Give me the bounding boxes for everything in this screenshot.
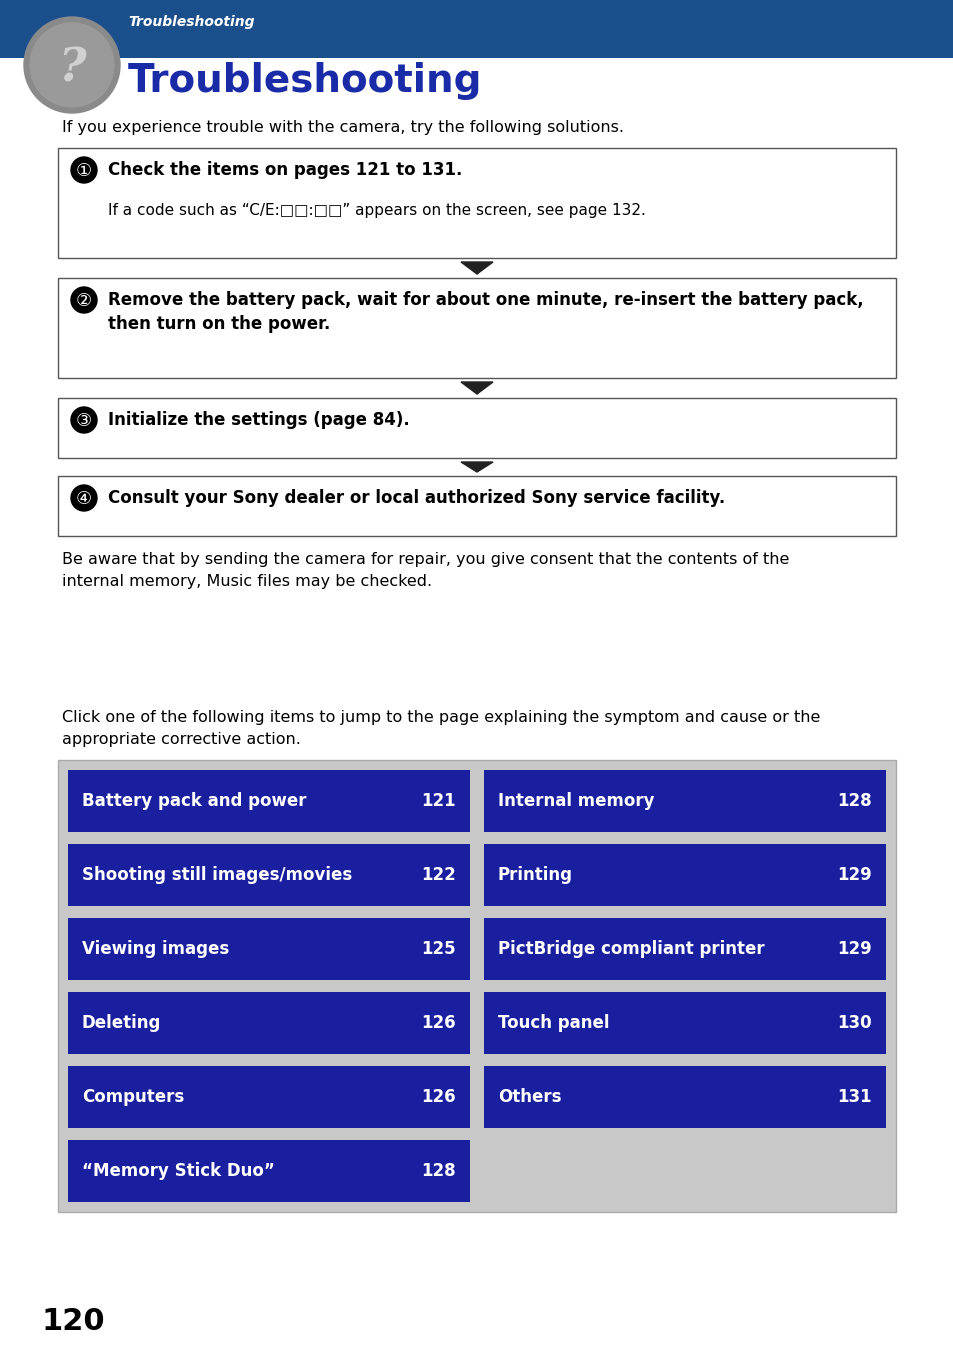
Text: 121: 121	[421, 792, 456, 810]
Polygon shape	[460, 383, 493, 394]
Text: Battery pack and power: Battery pack and power	[82, 792, 306, 810]
Text: 126: 126	[421, 1014, 456, 1033]
Bar	[68, 1140, 470, 1202]
Bar	[100, 58, 953, 100]
Text: Initialize the settings (page 84).: Initialize the settings (page 84).	[108, 411, 410, 429]
Bar	[68, 1067, 470, 1128]
Text: Computers: Computers	[82, 1088, 184, 1106]
Text: 128: 128	[421, 1162, 456, 1181]
Text: ②: ②	[76, 292, 92, 309]
Circle shape	[71, 484, 97, 512]
Text: 129: 129	[837, 940, 871, 958]
Text: Troubleshooting: Troubleshooting	[128, 15, 254, 28]
Bar	[68, 992, 470, 1054]
Bar	[68, 769, 470, 832]
Circle shape	[30, 23, 113, 107]
Text: Viewing images: Viewing images	[82, 940, 229, 958]
Text: 122: 122	[421, 866, 456, 883]
Bar	[483, 917, 885, 980]
Text: 125: 125	[421, 940, 456, 958]
Text: 128: 128	[837, 792, 871, 810]
Text: Check the items on pages 121 to 131.: Check the items on pages 121 to 131.	[108, 161, 462, 179]
Bar	[58, 398, 895, 459]
Text: 126: 126	[421, 1088, 456, 1106]
Bar	[0, 0, 953, 58]
Text: Others: Others	[497, 1088, 561, 1106]
Bar	[68, 844, 470, 906]
Text: Internal memory: Internal memory	[497, 792, 654, 810]
Bar	[58, 760, 895, 1212]
Circle shape	[71, 157, 97, 183]
Text: Remove the battery pack, wait for about one minute, re-insert the battery pack,
: Remove the battery pack, wait for about …	[108, 290, 862, 334]
Text: Click one of the following items to jump to the page explaining the symptom and : Click one of the following items to jump…	[62, 710, 820, 746]
Text: 131: 131	[837, 1088, 871, 1106]
Text: Troubleshooting: Troubleshooting	[128, 62, 482, 100]
Bar	[58, 148, 895, 258]
Text: Touch panel: Touch panel	[497, 1014, 609, 1033]
Text: PictBridge compliant printer: PictBridge compliant printer	[497, 940, 763, 958]
Circle shape	[71, 407, 97, 433]
Bar	[483, 1067, 885, 1128]
Bar	[58, 476, 895, 536]
Text: Be aware that by sending the camera for repair, you give consent that the conten: Be aware that by sending the camera for …	[62, 552, 788, 589]
Text: “Memory Stick Duo”: “Memory Stick Duo”	[82, 1162, 274, 1181]
Bar	[483, 992, 885, 1054]
Text: 120: 120	[42, 1308, 106, 1337]
Text: ③: ③	[76, 411, 92, 430]
Text: Consult your Sony dealer or local authorized Sony service facility.: Consult your Sony dealer or local author…	[108, 489, 724, 508]
Polygon shape	[460, 461, 493, 472]
Text: 130: 130	[837, 1014, 871, 1033]
Circle shape	[71, 286, 97, 313]
Bar	[68, 917, 470, 980]
Bar	[483, 844, 885, 906]
Text: Printing: Printing	[497, 866, 573, 883]
Polygon shape	[460, 262, 493, 274]
Bar	[58, 278, 895, 379]
Bar	[483, 769, 885, 832]
Text: Deleting: Deleting	[82, 1014, 161, 1033]
Text: Shooting still images/movies: Shooting still images/movies	[82, 866, 352, 883]
Text: ①: ①	[76, 161, 92, 179]
Text: 129: 129	[837, 866, 871, 883]
Text: ?: ?	[58, 46, 86, 92]
Circle shape	[24, 18, 120, 113]
Text: If a code such as “C/E:□□:□□” appears on the screen, see page 132.: If a code such as “C/E:□□:□□” appears on…	[108, 204, 645, 218]
Text: ④: ④	[76, 490, 92, 508]
Text: If you experience trouble with the camera, try the following solutions.: If you experience trouble with the camer…	[62, 119, 623, 134]
